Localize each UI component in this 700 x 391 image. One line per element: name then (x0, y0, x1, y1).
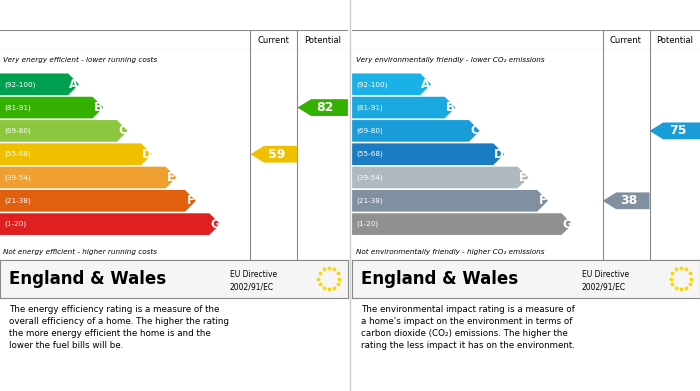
Text: (1-20): (1-20) (356, 221, 379, 228)
Polygon shape (650, 122, 700, 139)
Text: C: C (118, 124, 127, 137)
Polygon shape (352, 213, 573, 235)
Text: Very environmentally friendly - lower CO₂ emissions: Very environmentally friendly - lower CO… (356, 57, 544, 63)
Text: B: B (445, 101, 454, 114)
Text: Potential: Potential (656, 36, 693, 45)
Polygon shape (352, 97, 456, 118)
Text: Energy Efficiency Rating: Energy Efficiency Rating (8, 9, 181, 22)
Text: (69-80): (69-80) (356, 127, 383, 134)
Text: G: G (562, 218, 572, 231)
Polygon shape (0, 167, 176, 188)
Polygon shape (352, 74, 431, 95)
Text: Not energy efficient - higher running costs: Not energy efficient - higher running co… (4, 249, 158, 255)
Text: 59: 59 (268, 148, 286, 161)
Text: 82: 82 (316, 101, 334, 114)
Text: Very energy efficient - lower running costs: Very energy efficient - lower running co… (4, 57, 158, 63)
Polygon shape (352, 143, 504, 165)
Text: Potential: Potential (304, 36, 341, 45)
Text: (21-38): (21-38) (4, 197, 31, 204)
Text: G: G (210, 218, 220, 231)
Text: (81-91): (81-91) (4, 104, 31, 111)
Polygon shape (0, 213, 220, 235)
Text: (1-20): (1-20) (4, 221, 27, 228)
Text: A: A (69, 78, 78, 91)
Text: D: D (142, 148, 151, 161)
Text: (92-100): (92-100) (356, 81, 388, 88)
Polygon shape (603, 192, 650, 209)
Text: EU Directive: EU Directive (230, 270, 276, 279)
Polygon shape (0, 97, 104, 118)
Polygon shape (0, 143, 152, 165)
Text: 38: 38 (620, 194, 638, 207)
Polygon shape (352, 120, 480, 142)
Text: F: F (186, 194, 195, 207)
Text: A: A (421, 78, 430, 91)
Polygon shape (298, 99, 348, 116)
Text: England & Wales: England & Wales (8, 269, 166, 288)
Text: (55-68): (55-68) (356, 151, 383, 158)
Text: (69-80): (69-80) (4, 127, 31, 134)
Text: D: D (494, 148, 503, 161)
Text: Current: Current (258, 36, 290, 45)
Polygon shape (0, 120, 127, 142)
Text: The environmental impact rating is a measure of
a home's impact on the environme: The environmental impact rating is a mea… (360, 305, 575, 350)
Text: (39-54): (39-54) (356, 174, 383, 181)
Text: Environmental Impact (CO₂) Rating: Environmental Impact (CO₂) Rating (360, 9, 608, 22)
Text: C: C (470, 124, 479, 137)
Text: (81-91): (81-91) (356, 104, 383, 111)
Polygon shape (352, 190, 548, 212)
Text: (21-38): (21-38) (356, 197, 383, 204)
Text: B: B (93, 101, 102, 114)
Text: Not environmentally friendly - higher CO₂ emissions: Not environmentally friendly - higher CO… (356, 249, 544, 255)
Text: 2002/91/EC: 2002/91/EC (230, 282, 274, 291)
Text: (39-54): (39-54) (4, 174, 31, 181)
Polygon shape (251, 146, 298, 163)
Polygon shape (0, 190, 196, 212)
Text: (92-100): (92-100) (4, 81, 36, 88)
Text: E: E (167, 171, 175, 184)
Text: England & Wales: England & Wales (360, 269, 518, 288)
Text: The energy efficiency rating is a measure of the
overall efficiency of a home. T: The energy efficiency rating is a measur… (8, 305, 229, 350)
Text: EU Directive: EU Directive (582, 270, 629, 279)
Text: F: F (538, 194, 547, 207)
Text: Current: Current (610, 36, 642, 45)
Text: 2002/91/EC: 2002/91/EC (582, 282, 626, 291)
Polygon shape (352, 167, 528, 188)
Text: E: E (519, 171, 527, 184)
Text: 75: 75 (668, 124, 686, 137)
Polygon shape (0, 74, 79, 95)
Text: (55-68): (55-68) (4, 151, 31, 158)
